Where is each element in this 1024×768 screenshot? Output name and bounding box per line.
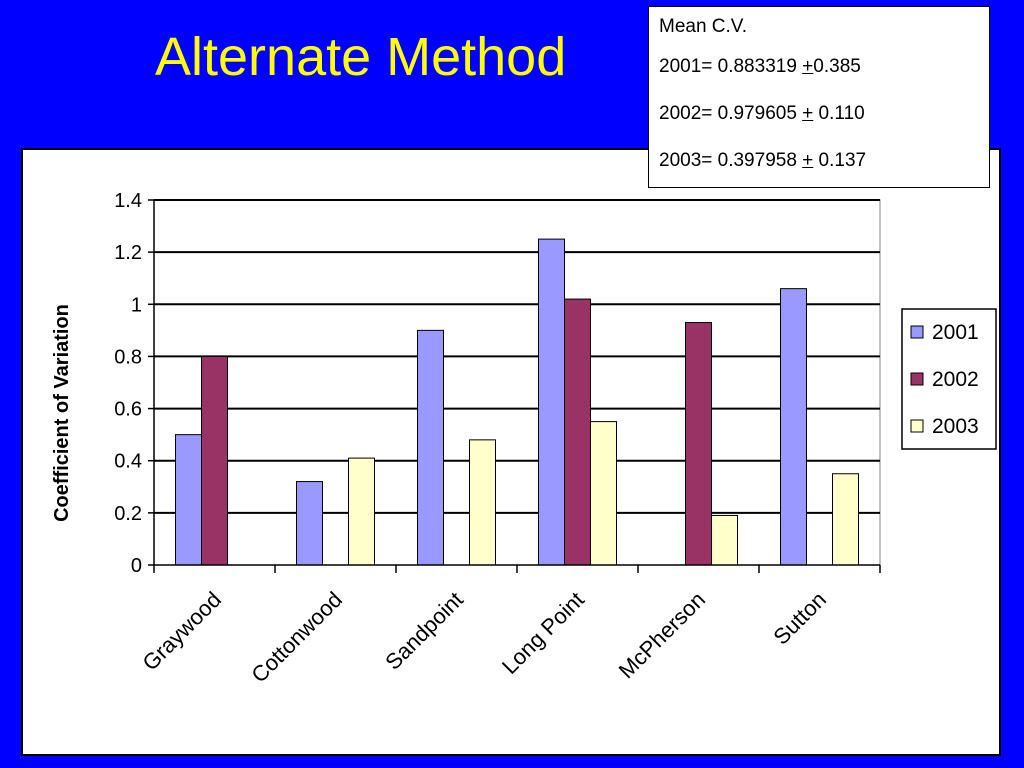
y-tick-label: 1 — [131, 294, 142, 316]
mean-cv-heading: Mean C.V. — [659, 16, 748, 37]
x-tick-label: Long Point — [497, 587, 589, 679]
mean-cv-line-2001: 2001= 0.883319 +0.385 — [659, 56, 861, 77]
bar — [780, 288, 807, 566]
y-tick-label: 1.4 — [114, 190, 142, 212]
plot-area — [153, 199, 881, 566]
bar — [417, 329, 444, 566]
bar-chart: 0 0.2 0.4 0.6 0.8 1 1.2 1.4 Graywood Cottonwood Sa… — [51, 190, 997, 688]
y-tick-label: 0.4 — [114, 451, 142, 473]
bar — [296, 481, 323, 566]
plus-minus-sign: + — [802, 150, 814, 171]
legend-swatch — [910, 419, 924, 433]
gridlines — [153, 199, 881, 566]
x-tick-label: Cottonwood — [246, 587, 347, 688]
x-tick-label: Sandpoint — [380, 587, 468, 675]
chart-panel: 0 0.2 0.4 0.6 0.8 1 1.2 1.4 Graywood Cottonwood Sa… — [21, 148, 1001, 756]
y-tick-label: 0.6 — [114, 399, 142, 421]
mean-cv-line-2003: 2003= 0.397958 + 0.137 — [659, 150, 867, 171]
mean-cv-line-2002: 2002= 0.979605 + 0.110 — [659, 103, 865, 124]
bar — [685, 322, 712, 566]
plus-minus-sign: + — [802, 103, 814, 124]
bar — [348, 457, 375, 566]
axes — [148, 199, 881, 573]
x-tick-label: Sutton — [768, 587, 831, 650]
legend-label: 2002 — [932, 368, 979, 391]
x-tick-label: McPherson — [614, 587, 710, 683]
mean-cv-box: Mean C.V. 2001= 0.883319 +0.385 2002= 0.… — [648, 6, 990, 188]
bars — [175, 238, 859, 566]
bar — [201, 355, 228, 566]
y-axis-label: Coefficient of Variation — [51, 304, 73, 522]
bar — [538, 238, 565, 566]
bar — [711, 514, 738, 566]
legend: 2001 2002 2003 — [901, 308, 997, 450]
y-tick-label: 0 — [131, 555, 142, 577]
slide-title: Alternate Method — [155, 27, 567, 87]
y-tick-label: 0.2 — [114, 503, 142, 525]
plus-minus-sign: + — [802, 56, 814, 77]
bar — [832, 473, 859, 566]
bar — [564, 298, 591, 566]
bar — [469, 439, 496, 566]
y-tick-label: 1.2 — [114, 242, 142, 264]
legend-label: 2003 — [932, 415, 979, 438]
x-tick-label: Graywood — [137, 587, 226, 676]
y-tick-label: 0.8 — [114, 346, 142, 368]
legend-swatch — [910, 372, 924, 386]
bar — [590, 421, 617, 566]
bar — [175, 434, 202, 566]
legend-swatch — [910, 325, 924, 339]
legend-label: 2001 — [932, 321, 979, 344]
